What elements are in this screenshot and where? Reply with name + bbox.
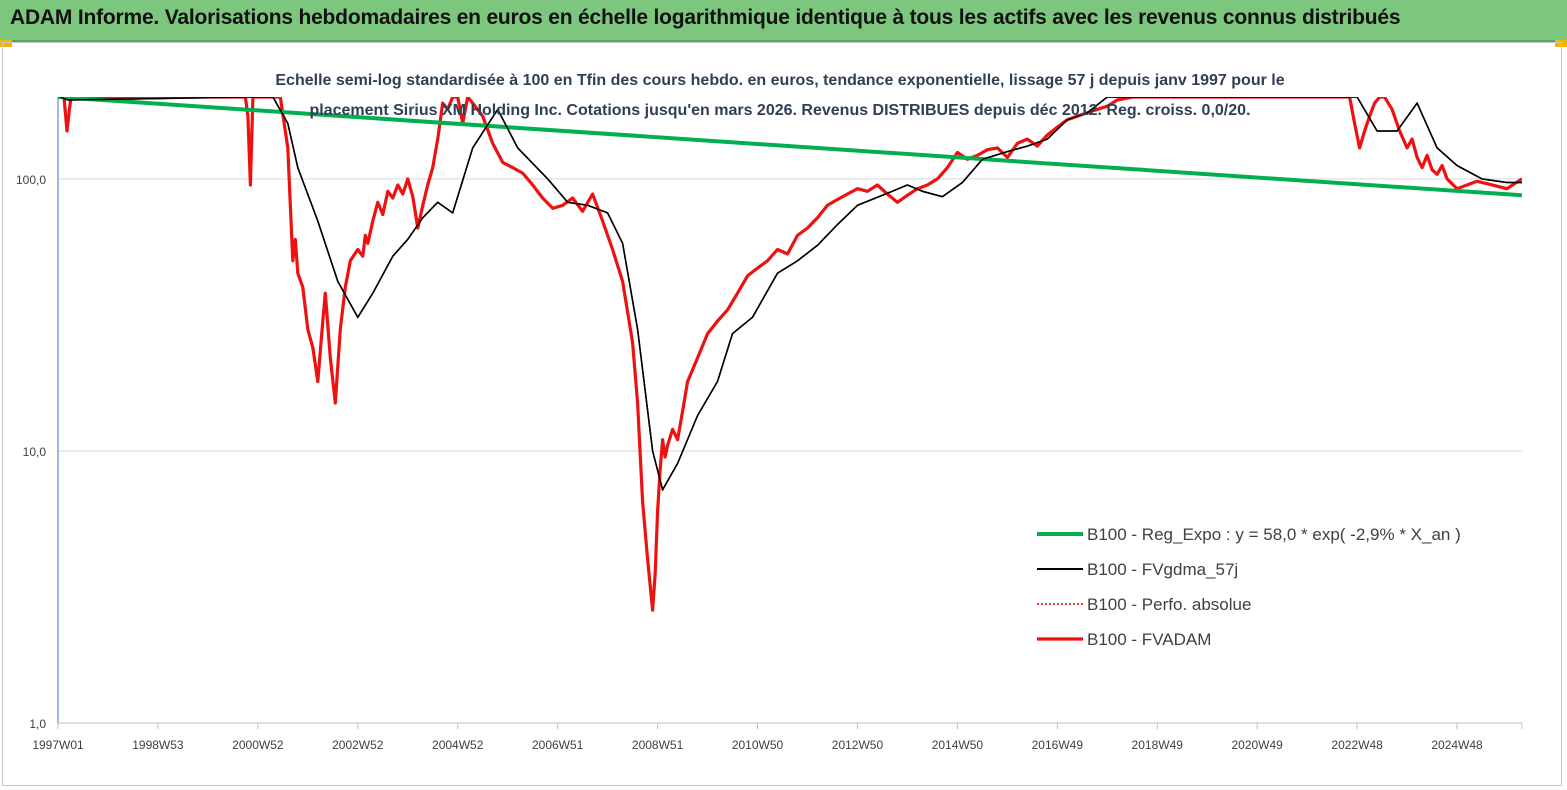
chart-subtitle-line1: Echelle semi-log standardisée à 100 en T… <box>275 72 1284 89</box>
series-line-1-overlay <box>60 97 1522 492</box>
chart-subtitle-line2: placement Sirius XM Holding Inc. Cotatio… <box>310 102 1251 119</box>
header-banner: ADAM Informe. Valorisations hebdomadaire… <box>0 0 1567 42</box>
legend-label-0: B100 - Reg_Expo : y = 58,0 * exp( -2,9% … <box>1087 525 1461 544</box>
x-tick-label: 2002W52 <box>332 738 384 752</box>
x-tick-label: 2008W51 <box>632 738 684 752</box>
legend: B100 - Reg_Expo : y = 58,0 * exp( -2,9% … <box>1037 525 1461 649</box>
y-tick-labels: 1,0 10,0 100,0 <box>16 173 46 731</box>
x-tick-label: 2022W48 <box>1331 738 1383 752</box>
x-tick-label: 1998W53 <box>132 738 184 752</box>
x-tick-label: 2018W49 <box>1132 738 1184 752</box>
x-tick-label: 2020W49 <box>1231 738 1283 752</box>
page-title: ADAM Informe. Valorisations hebdomadaire… <box>10 6 1401 29</box>
chart-frame <box>2 42 1562 786</box>
legend-label-1: B100 - FVgdma_57j <box>1087 560 1238 579</box>
corner-accent-top-left <box>0 40 12 47</box>
x-tick-label: 1997W01 <box>32 738 84 752</box>
x-tick-label: 2000W52 <box>232 738 284 752</box>
y-tick-label: 1,0 <box>29 717 46 731</box>
grid-lines <box>57 97 1522 724</box>
series-line-0 <box>58 97 1522 198</box>
series-line-1 <box>60 97 1522 491</box>
x-tick-label: 2010W50 <box>732 738 784 752</box>
x-tick-label: 2014W50 <box>932 738 984 752</box>
legend-label-3: B100 - FVADAM <box>1087 630 1211 649</box>
series-line-3 <box>58 97 1522 612</box>
y-tick-label: 100,0 <box>16 173 46 187</box>
y-tick-label: 10,0 <box>23 445 47 459</box>
x-tick-label: 2016W49 <box>1032 738 1084 752</box>
x-tick-label: 2012W50 <box>832 738 884 752</box>
legend-label-2: B100 - Perfo. absolue <box>1087 595 1251 614</box>
series-layer <box>58 97 1522 612</box>
x-tick-label: 2004W52 <box>432 738 484 752</box>
x-ticks: 1997W01 1998W53 2000W52 2002W52 2004W52 2006W… <box>32 723 1523 752</box>
x-tick-label: 2024W48 <box>1431 738 1483 752</box>
x-tick-label: 2006W51 <box>532 738 584 752</box>
